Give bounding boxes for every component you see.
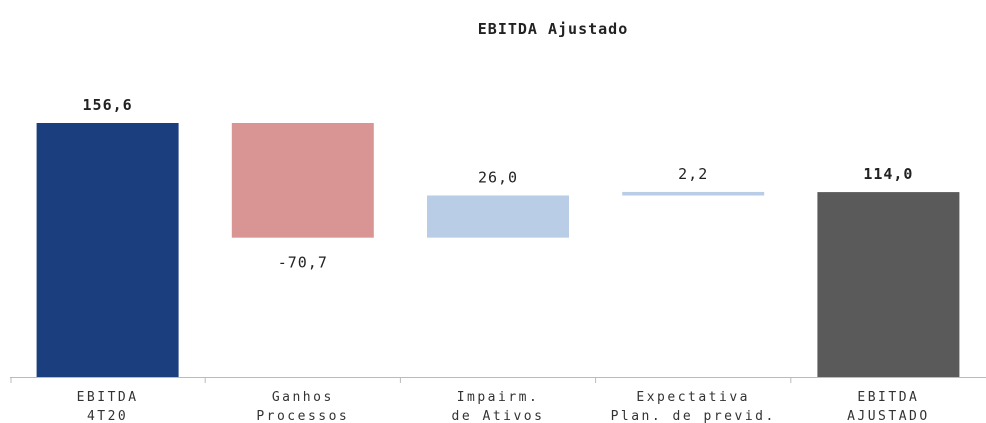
x-tick-label-line: Ganhos: [272, 390, 334, 405]
x-tick-label-line: 4T20: [87, 409, 128, 423]
value-label: 2,2: [678, 165, 708, 183]
x-tick-label-line: Processos: [256, 409, 349, 423]
x-tick-label-line: Expectativa: [636, 390, 750, 405]
bar: [817, 192, 960, 377]
value-label: -70,7: [278, 254, 328, 272]
x-tick-label-line: EBITDA: [77, 390, 139, 405]
x-tick-label: Ganhos Processos: [256, 390, 349, 423]
x-tick-label: Expectativa Plan. de previd.: [611, 390, 776, 423]
value-label: 26,0: [478, 169, 518, 187]
x-tick-label: EBITDA 4T20: [77, 390, 139, 423]
x-tick-label-line: Plan. de previd.: [611, 409, 776, 423]
value-label: 156,6: [83, 96, 133, 114]
x-tick-label-line: AJUSTADO: [847, 409, 930, 423]
bar: [622, 191, 765, 196]
bar: [36, 123, 179, 377]
bar: [231, 123, 374, 238]
x-tick-label: EBITDA AJUSTADO: [847, 390, 930, 423]
x-tick-label-line: Impairm.: [457, 390, 540, 405]
x-tick-label-line: de Ativos: [452, 409, 545, 423]
x-tick-label: Impairm. de Ativos: [452, 390, 545, 423]
x-tick-label-line: EBITDA: [857, 390, 919, 405]
chart-title: EBITDA Ajustado: [478, 20, 628, 38]
value-label: 114,0: [863, 165, 913, 183]
bar: [427, 195, 569, 238]
